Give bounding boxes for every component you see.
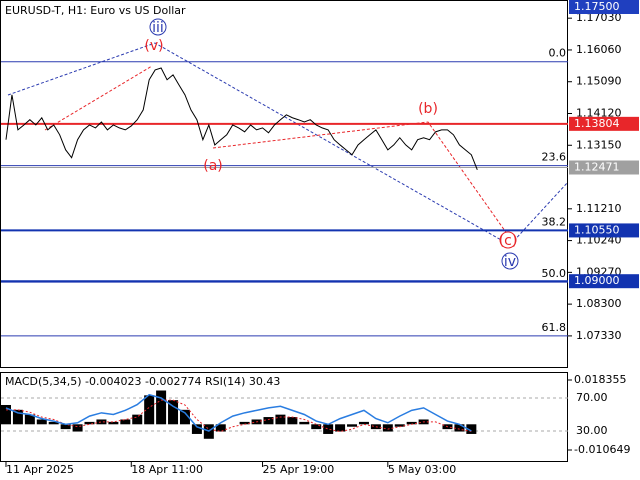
x-tick-label: 11 Apr 2025 — [6, 463, 74, 476]
y-tick-label: 1.16060 — [576, 43, 622, 56]
wave-line-major — [7, 42, 569, 246]
y-tick-label: 1.13150 — [576, 138, 622, 151]
wave-label: (b) — [418, 101, 438, 117]
macd-bar — [335, 424, 346, 432]
macd-bar — [323, 424, 334, 434]
price-box-label: 1.12471 — [574, 161, 620, 174]
wave-circle — [149, 18, 167, 36]
price-marker-label: 1.17500 — [574, 0, 620, 13]
macd-bar — [48, 421, 59, 425]
rsi-line — [5, 393, 472, 432]
macd-bar — [299, 421, 310, 425]
macd-bar — [12, 409, 23, 425]
price-box — [569, 160, 639, 175]
macd-bar — [108, 421, 119, 425]
fib-label: 61.8 — [542, 321, 567, 334]
macd-bar — [60, 424, 71, 430]
macd-bar — [156, 390, 167, 425]
macd-bar — [239, 421, 250, 425]
fib-label: 38.2 — [542, 215, 567, 228]
y-tick-label: 0.018355 — [574, 373, 627, 386]
macd-bar — [454, 424, 465, 432]
macd-bar — [382, 424, 393, 432]
macd-bar — [96, 419, 107, 425]
macd-bar — [36, 419, 47, 425]
macd-bar — [311, 424, 322, 430]
macd-bar — [215, 424, 226, 432]
chart-title: EURUSD-T, H1: Euro vs US Dollar — [5, 4, 186, 17]
y-tick-label: 1.17030 — [576, 11, 622, 24]
macd-bar — [84, 421, 95, 425]
price-line — [5, 67, 478, 171]
macd-bar — [179, 409, 190, 425]
wave-label: (c) — [499, 233, 518, 249]
macd-bar — [0, 404, 11, 425]
indicator-title: MACD(5,34,5) -0.004023 -0.002774 RSI(14)… — [5, 375, 280, 388]
fib-label: 50.0 — [542, 267, 567, 280]
macd-bar — [263, 417, 274, 425]
macd-bar — [394, 424, 405, 427]
y-tick-label: 70.00 — [576, 391, 608, 404]
macd-bar — [120, 419, 131, 425]
fib-label: 23.6 — [542, 151, 567, 164]
main-panel — [0, 0, 568, 368]
wave-line-minor — [212, 121, 511, 239]
y-tick-label: 1.07330 — [576, 329, 622, 342]
macd-bar — [72, 424, 83, 432]
price-box — [569, 116, 639, 131]
wave-lines — [7, 42, 569, 246]
price-marker — [569, 0, 639, 14]
wave-label: (v) — [144, 38, 163, 54]
wave-label: iv — [504, 254, 516, 270]
y-tick-label: 30.00 — [576, 424, 608, 437]
price-box — [569, 223, 639, 238]
wave-circle — [501, 252, 519, 270]
price-box — [569, 274, 639, 289]
y-tick-label: 1.08300 — [576, 297, 622, 310]
macd-bar — [466, 424, 477, 434]
macd-bar — [287, 417, 298, 425]
macd-bar — [275, 414, 286, 425]
macd-bar — [406, 421, 417, 425]
price-box-label: 1.09000 — [574, 274, 620, 287]
x-tick-label: 5 May 03:00 — [388, 463, 456, 476]
y-tick-label: 1.14120 — [576, 106, 622, 119]
wave-circle — [499, 231, 517, 249]
macd-bar — [144, 395, 155, 425]
macd-bar — [168, 400, 179, 425]
x-tick-label: 18 Apr 11:00 — [131, 463, 203, 476]
wave-line-minor — [44, 65, 153, 131]
price-box-label: 1.13804 — [574, 117, 620, 130]
x-tick-label: 25 Apr 19:00 — [263, 463, 335, 476]
fib-label: 0.0 — [549, 47, 567, 60]
y-tick-label: 1.11210 — [576, 202, 622, 215]
macd-bar — [132, 414, 143, 425]
signal-line — [5, 399, 472, 433]
macd-bar — [347, 424, 358, 427]
wave-label: iii — [152, 20, 164, 36]
price-box-label: 1.10550 — [574, 223, 620, 236]
macd-bar — [358, 421, 369, 425]
macd-bar — [191, 424, 202, 434]
wave-label: (a) — [203, 158, 223, 174]
y-tick-label: 1.15090 — [576, 75, 622, 88]
macd-bar — [24, 414, 35, 425]
y-tick-label: -0.010649 — [574, 443, 630, 456]
